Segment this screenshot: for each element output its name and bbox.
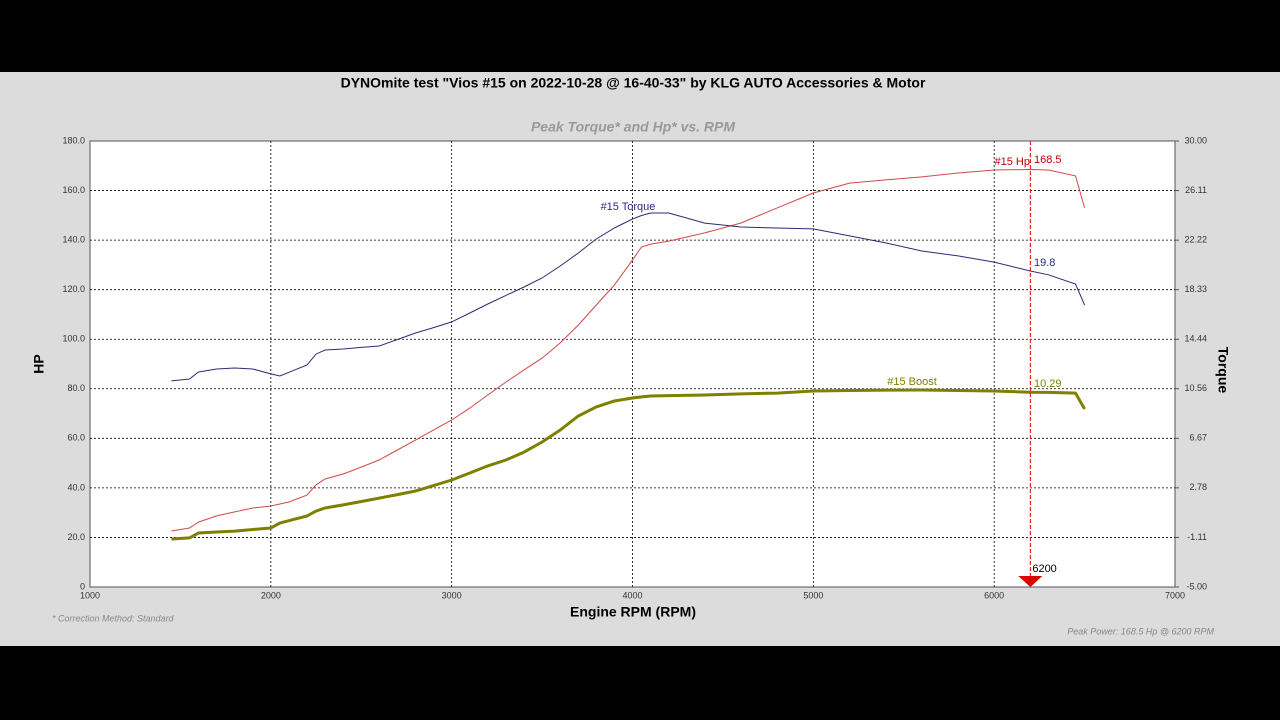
marker-triangle [1018, 576, 1043, 587]
y-tick-label: 140.0 [62, 234, 85, 244]
y-tick-label: 160.0 [62, 185, 85, 195]
y2-tick-label: 18.33 [1184, 284, 1207, 294]
data-label: 10.29 [1034, 378, 1062, 390]
marker-label: 6200 [1032, 563, 1056, 575]
data-label: 19.8 [1034, 257, 1055, 269]
y2-tick-label: -5.00 [1186, 581, 1207, 591]
y-tick-label: 180.0 [62, 135, 85, 145]
x-tick-label: 7000 [1165, 590, 1185, 600]
y2-tick-label: 10.56 [1184, 383, 1207, 393]
y2-tick-label: 2.78 [1189, 482, 1207, 492]
y-tick-label: 60.0 [67, 433, 85, 443]
plot-area [89, 140, 1176, 588]
y-tick-label: 0 [80, 581, 85, 591]
chart-subtitle: Peak Torque* and Hp* vs. RPM [531, 119, 735, 135]
x-tick-label: 2000 [261, 590, 281, 600]
y2-axis-label: Torque [1215, 347, 1231, 394]
series-line [171, 388, 1086, 541]
y-tick-label: 40.0 [67, 482, 85, 492]
y2-tick-label: 6.67 [1189, 433, 1207, 443]
x-tick-label: 4000 [622, 590, 642, 600]
y-tick-label: 100.0 [62, 334, 85, 344]
series-line [171, 168, 1086, 532]
y-tick-label: 120.0 [62, 284, 85, 294]
y-axis-label: HP [31, 354, 47, 373]
y2-tick-label: 14.44 [1184, 334, 1207, 344]
x-tick-label: 5000 [803, 590, 823, 600]
series-label: #15 Hp [995, 156, 1030, 168]
footnote: * Correction Method: Standard [52, 613, 175, 623]
series-label: #15 Boost [887, 376, 937, 388]
y2-tick-label: 26.11 [1185, 185, 1207, 195]
chart-title: DYNOmite test "Vios #15 on 2022-10-28 @ … [341, 75, 926, 91]
x-tick-label: 3000 [442, 590, 462, 600]
y-tick-label: 20.0 [67, 532, 85, 542]
y2-tick-label: 22.22 [1184, 235, 1207, 245]
series-line [171, 212, 1086, 382]
y-tick-label: 80.0 [67, 383, 85, 393]
series-label: #15 Torque [601, 201, 656, 213]
x-tick-label: 1000 [80, 590, 100, 600]
data-label: 168.5 [1034, 154, 1062, 166]
y2-tick-label: -1.11 [1187, 532, 1207, 542]
y2-tick-label: 30.00 [1184, 135, 1207, 145]
x-tick-label: 6000 [984, 590, 1004, 600]
footnote: Peak Power: 168.5 Hp @ 6200 RPM [1067, 626, 1214, 636]
x-axis-label: Engine RPM (RPM) [570, 604, 696, 620]
